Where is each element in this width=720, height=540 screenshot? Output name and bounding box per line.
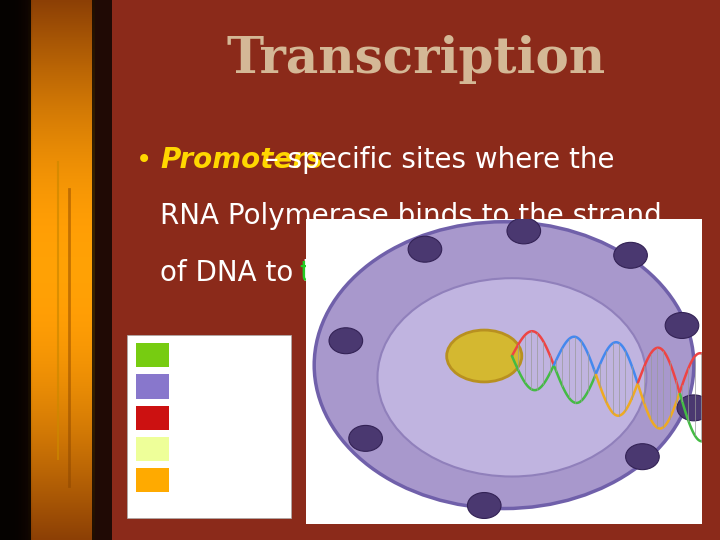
Text: RNA Polymerase binds to the strand: RNA Polymerase binds to the strand — [161, 202, 662, 231]
Ellipse shape — [507, 218, 541, 244]
Bar — [0, 0, 17, 540]
Bar — [0, 0, 19, 540]
Ellipse shape — [677, 395, 711, 421]
Text: transcription: transcription — [299, 259, 476, 287]
Ellipse shape — [408, 236, 442, 262]
Bar — [0, 0, 1, 540]
Bar — [0, 0, 14, 540]
Bar — [0, 0, 29, 540]
Bar — [0, 0, 14, 540]
Bar — [0, 0, 30, 540]
Bar — [0, 0, 31, 540]
Bar — [0, 0, 21, 540]
Bar — [0, 0, 24, 540]
Bar — [0, 0, 22, 540]
Ellipse shape — [446, 330, 522, 382]
Bar — [0, 0, 8, 540]
Ellipse shape — [665, 313, 699, 339]
Bar — [136, 406, 169, 430]
Bar — [0, 0, 6, 540]
Bar — [136, 437, 169, 461]
Text: of DNA to begin: of DNA to begin — [161, 259, 389, 287]
Bar — [0, 0, 12, 540]
Ellipse shape — [626, 444, 660, 470]
Bar — [127, 335, 291, 518]
Ellipse shape — [314, 222, 694, 509]
Bar — [0, 0, 16, 540]
Ellipse shape — [467, 492, 501, 518]
Bar — [136, 374, 169, 399]
Bar — [0, 0, 18, 540]
Bar — [0, 0, 24, 540]
Bar — [0, 0, 10, 540]
Bar — [0, 0, 9, 540]
Ellipse shape — [329, 328, 363, 354]
Text: – specific sites where the: – specific sites where the — [256, 146, 615, 174]
Ellipse shape — [348, 426, 382, 451]
Text: Transcription: Transcription — [226, 35, 606, 84]
Bar — [91, 0, 112, 540]
Bar — [0, 0, 28, 540]
Bar — [0, 0, 11, 540]
Text: Promoters: Promoters — [161, 146, 323, 174]
Bar — [0, 0, 20, 540]
Bar — [0, 0, 4, 540]
Bar — [0, 0, 6, 540]
Bar — [0, 0, 27, 540]
Ellipse shape — [613, 242, 647, 268]
Bar — [0, 0, 2, 540]
Bar — [0, 0, 32, 540]
Ellipse shape — [377, 278, 647, 476]
Text: •: • — [136, 146, 152, 174]
Bar — [0, 0, 33, 540]
Bar — [0, 0, 31, 540]
Bar — [0, 0, 26, 540]
Bar — [136, 468, 169, 492]
Bar — [0, 0, 4, 540]
Bar — [136, 343, 169, 367]
